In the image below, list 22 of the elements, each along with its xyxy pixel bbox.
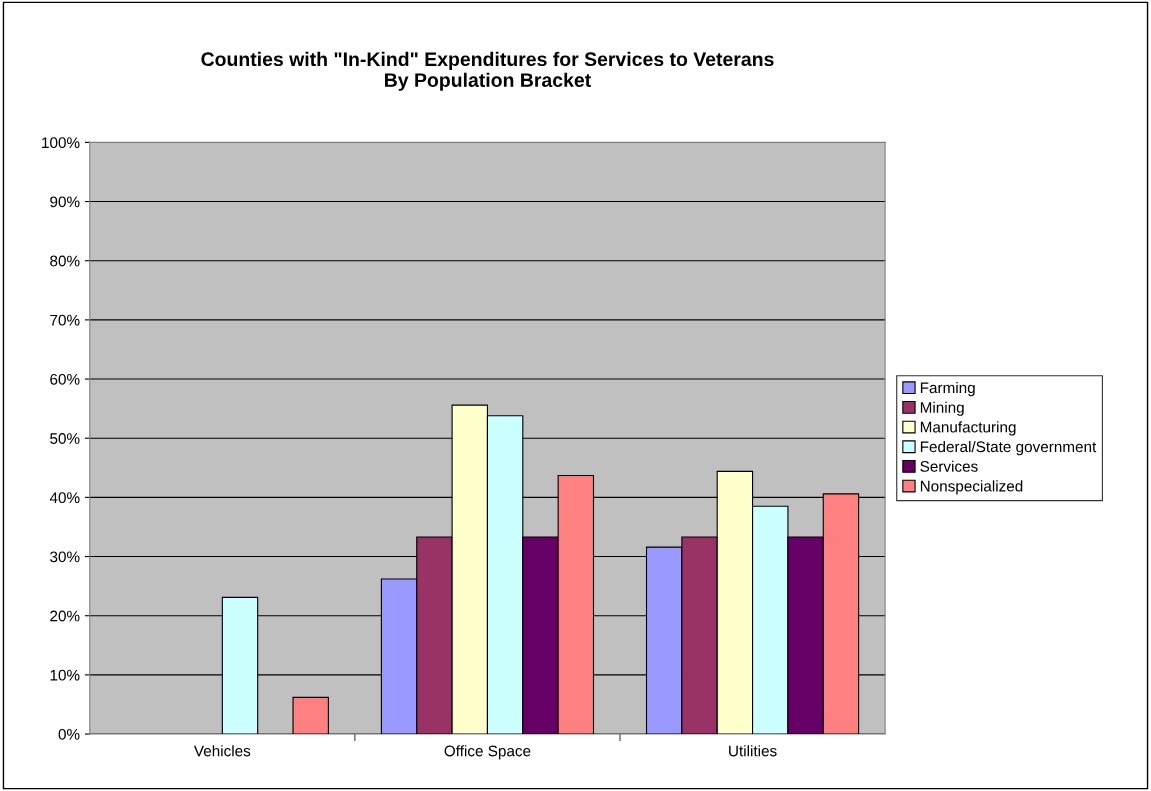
y-tick-label: 30% — [50, 551, 80, 563]
y-tick-label: 60% — [50, 373, 80, 385]
x-tick-label: Office Space — [444, 745, 531, 760]
y-tick-label: 100% — [42, 137, 80, 149]
legend-label: Federal/State government — [920, 440, 1097, 456]
y-tick-label: 10% — [50, 669, 80, 681]
chart-title: Counties with "In-Kind" Expenditures for Services to Veterans By Population Bracket — [201, 51, 774, 91]
y-tick-label: 40% — [49, 492, 80, 504]
y-tick-label: 80% — [50, 255, 80, 267]
y-tick-label: 0% — [58, 728, 80, 740]
x-tick-label: Utilities — [729, 745, 777, 757]
y-tick-label: 70% — [50, 314, 80, 326]
y-tick-label: 90% — [50, 196, 80, 208]
legend-label: Manufacturing — [920, 421, 1016, 436]
legend-label: Mining — [920, 401, 964, 416]
y-tick-label: 50% — [50, 433, 80, 444]
legend-label: Services — [920, 460, 978, 472]
x-tick-label: Vehicles — [193, 745, 251, 757]
legend-label: Farming — [920, 381, 975, 397]
bar — [292, 696, 329, 735]
legend-label: Nonspecialized — [920, 480, 1023, 495]
y-tick-label: 20% — [50, 610, 80, 622]
